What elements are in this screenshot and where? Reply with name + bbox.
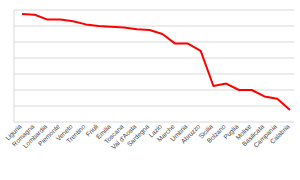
x-tick-label: Trentino — [65, 122, 87, 144]
x-tick-label: Calabria — [269, 122, 291, 144]
x-tick-label: Sardegna — [125, 122, 151, 148]
grid-line — [14, 58, 294, 59]
axis-line — [14, 10, 15, 122]
grid-line — [14, 122, 294, 123]
grid-line — [14, 26, 294, 27]
grid-line — [14, 106, 294, 107]
chart: LiguriaRomagnaLombardiaPiemonteVenetoTre… — [0, 0, 300, 180]
grid-line — [14, 74, 294, 75]
grid-line — [14, 42, 294, 43]
grid-line — [14, 10, 294, 11]
plot-area — [22, 14, 290, 110]
data-line — [22, 14, 290, 110]
